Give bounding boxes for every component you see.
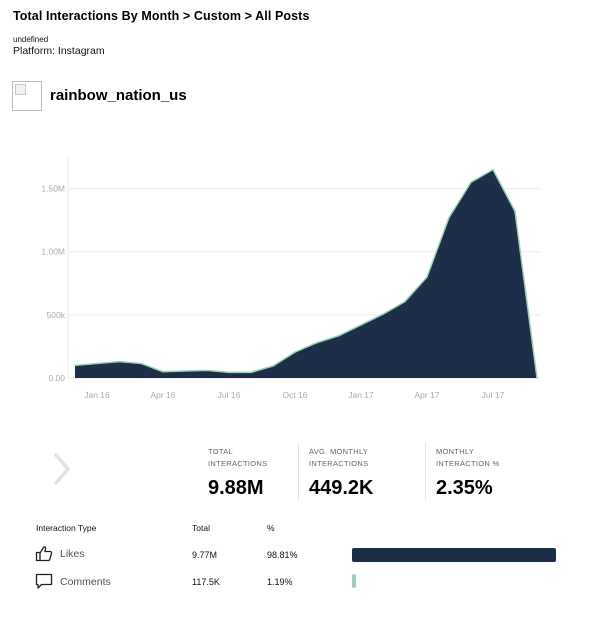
column-header-percent: % [267, 523, 275, 533]
comments-percent: 1.19% [267, 577, 293, 587]
likes-share-bar [352, 548, 556, 562]
chevron-right-icon[interactable] [52, 452, 72, 491]
page-title: Total Interactions By Month > Custom > A… [13, 9, 310, 23]
data-point [96, 362, 98, 365]
data-point [250, 371, 252, 374]
data-point [448, 216, 450, 219]
y-tick-label: 0.00 [48, 373, 65, 383]
column-header-total: Total [192, 523, 210, 533]
stat-avg-value: 449.2K [309, 477, 374, 499]
data-point [74, 364, 76, 367]
interactions-area-chart: 0.00 500k 1.00M 1.50M Jan 16 Apr 16 Jul 16 Oct… [41, 157, 540, 400]
y-tick-label: 1.50M [41, 184, 65, 194]
y-axis-ticks: 0.00 500k 1.00M 1.50M [41, 184, 65, 383]
comment-icon [35, 573, 53, 595]
data-point [140, 362, 142, 365]
interaction-type-likes: Likes [60, 548, 85, 560]
data-point [162, 370, 164, 373]
report-subtitle: undefined [13, 35, 49, 44]
interaction-type-comments: Comments [60, 576, 111, 588]
x-tick-label: Jul 17 [482, 390, 505, 400]
data-point [492, 168, 494, 171]
x-tick-label: Jul 16 [218, 390, 241, 400]
stat-total-value: 9.88M [208, 477, 264, 499]
data-point [426, 276, 428, 278]
likes-percent: 98.81% [267, 550, 298, 560]
x-tick-label: Apr 17 [414, 390, 439, 400]
y-tick-label: 500k [47, 310, 66, 320]
stat-total-label: TOTAL INTERACTIONS [208, 447, 268, 468]
data-point [360, 324, 362, 326]
stat-percent-label: MONTHLY INTERACTION % [436, 447, 500, 468]
data-point [382, 313, 384, 316]
stat-divider [425, 442, 426, 500]
comments-total: 117.5K [192, 577, 220, 587]
data-point [316, 341, 318, 344]
series-area [75, 169, 537, 378]
data-point [206, 369, 208, 372]
column-header-type: Interaction Type [36, 523, 97, 533]
thumbs-up-icon [35, 545, 53, 567]
x-tick-label: Oct 16 [282, 390, 307, 400]
x-axis-ticks: Jan 16 Apr 16 Jul 16 Oct 16 Jan 17 Apr 17 Jul … [84, 390, 504, 400]
data-point [470, 181, 472, 184]
data-point [184, 370, 186, 372]
series-line [74, 168, 538, 379]
likes-total: 9.77M [192, 550, 218, 560]
x-tick-label: Jan 16 [84, 390, 110, 400]
comments-share-bar [352, 574, 356, 588]
data-point [404, 300, 406, 303]
y-tick-label: 1.00M [41, 247, 65, 257]
data-point [536, 377, 538, 379]
stat-avg-label: AVG. MONTHLY INTERACTIONS [309, 447, 369, 468]
data-point [118, 360, 120, 363]
data-point [294, 351, 296, 353]
data-point [228, 371, 230, 374]
x-tick-label: Apr 16 [150, 390, 175, 400]
data-point [514, 210, 516, 213]
avatar [12, 81, 42, 111]
x-tick-label: Jan 17 [348, 390, 374, 400]
chart-area [74, 168, 538, 379]
stat-percent-value: 2.35% [436, 477, 493, 499]
broken-image-icon [15, 84, 26, 95]
account-username: rainbow_nation_us [50, 87, 187, 104]
data-point [338, 334, 340, 337]
platform-label: Platform: Instagram [13, 45, 105, 57]
data-point [272, 365, 274, 367]
stat-divider [298, 442, 299, 500]
